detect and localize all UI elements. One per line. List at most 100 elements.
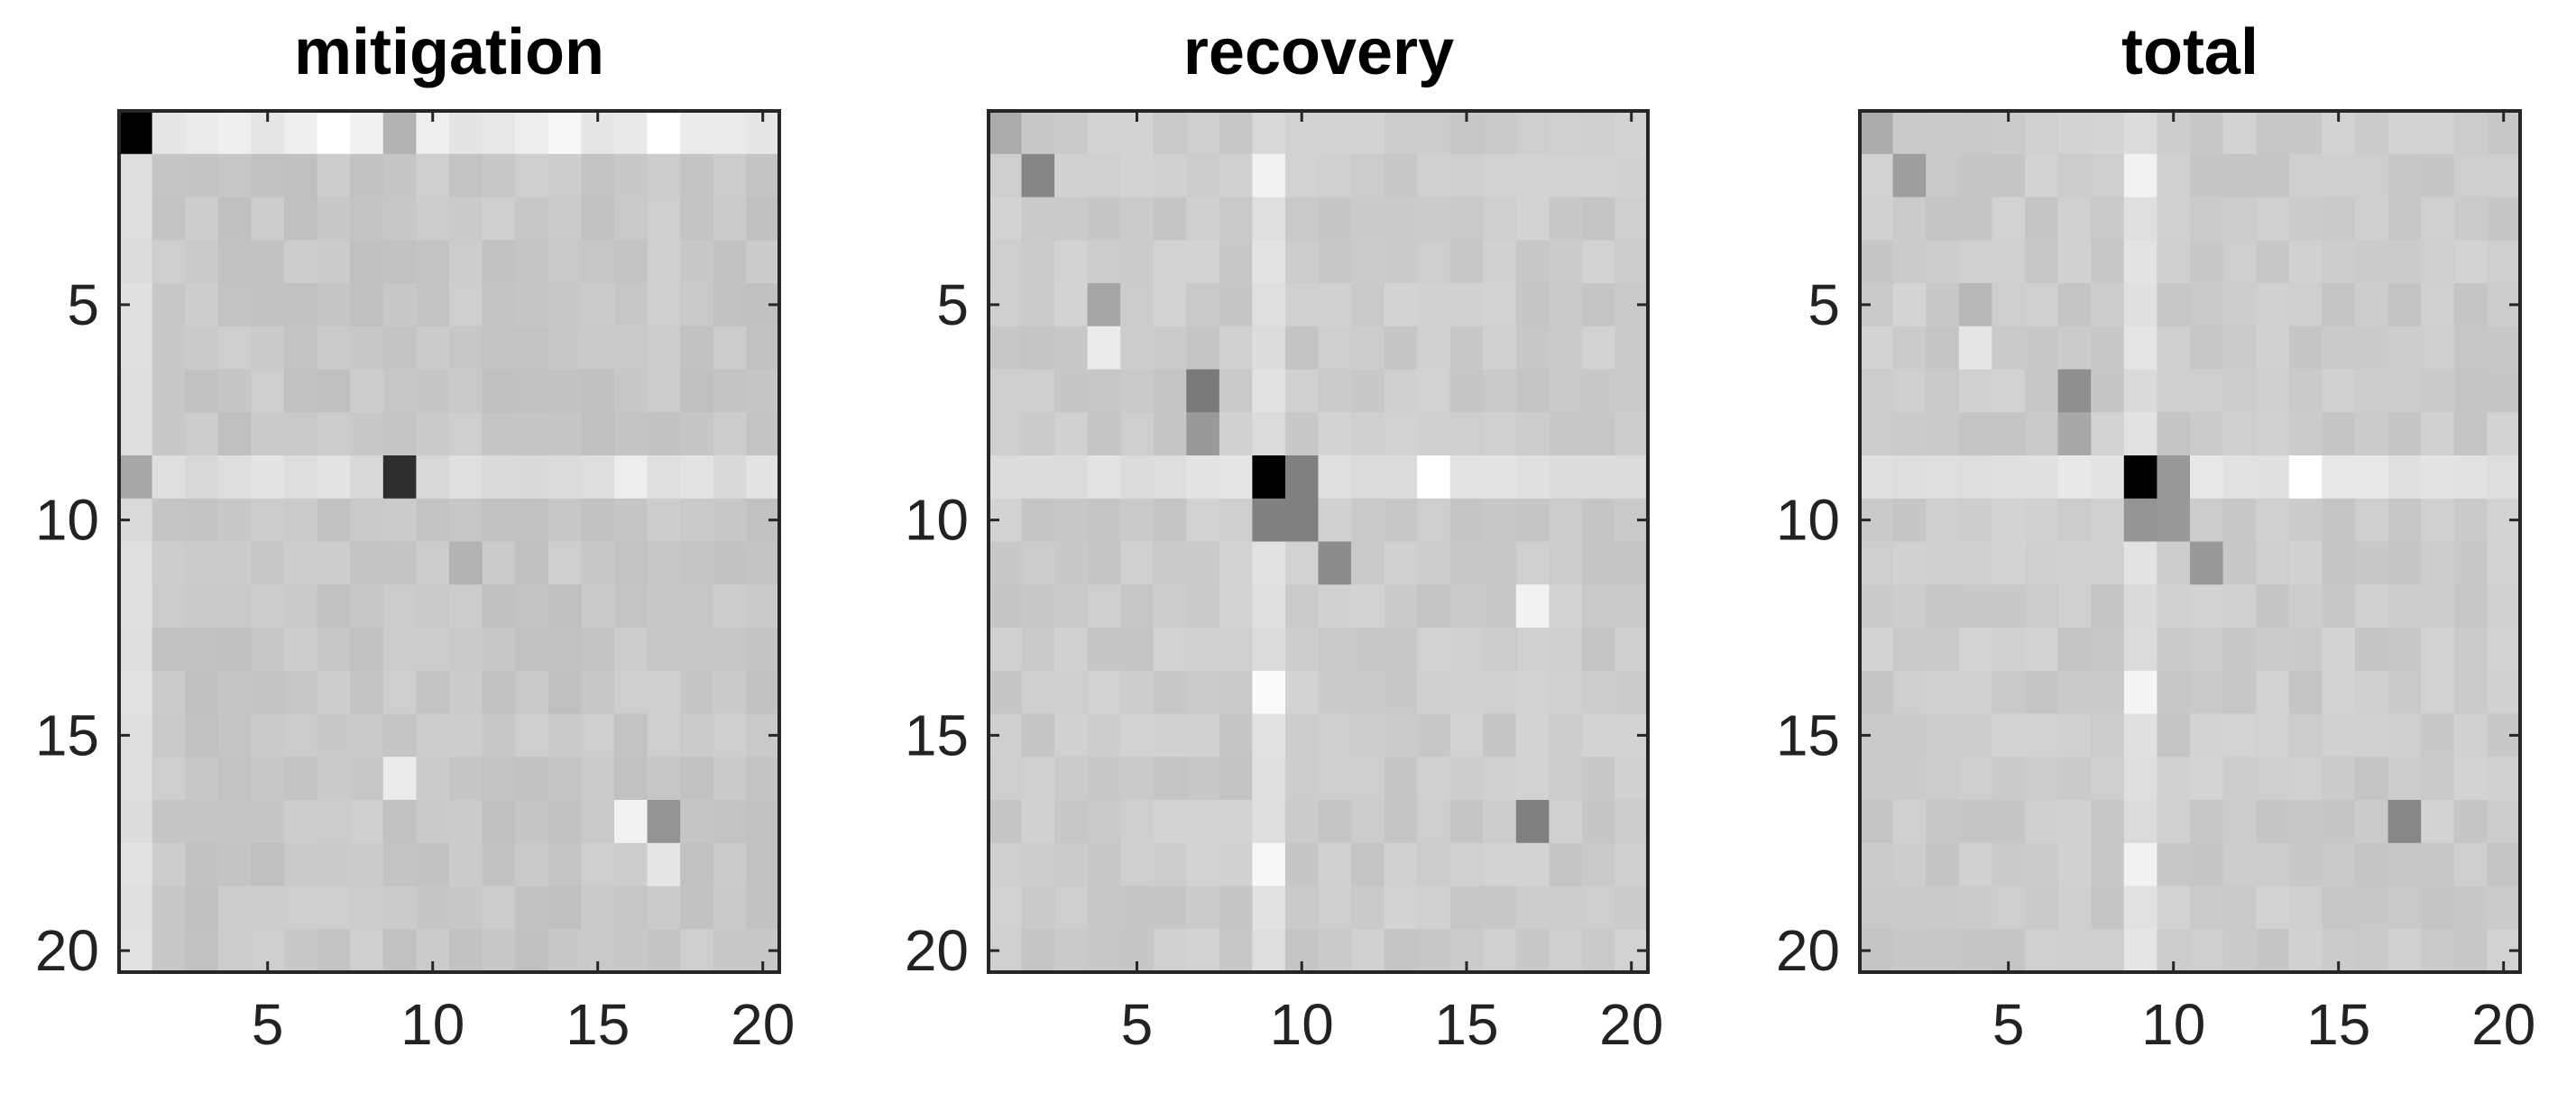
heatmap-cell — [2256, 153, 2290, 198]
heatmap-cell — [2222, 757, 2257, 801]
heatmap-cell — [1087, 670, 1121, 715]
heatmap-cell — [647, 197, 681, 241]
heatmap-cell — [2288, 584, 2323, 629]
heatmap-cell — [1926, 111, 1960, 155]
heatmap-cell — [1054, 670, 1089, 715]
heatmap-cell — [217, 412, 252, 456]
heatmap-cell — [1087, 757, 1121, 801]
heatmap-cell — [449, 628, 483, 672]
heatmap-cell — [1483, 498, 1517, 543]
heatmap-cell — [2057, 886, 2092, 930]
heatmap-cell — [1615, 541, 1649, 585]
heatmap-cell — [1284, 628, 1320, 672]
heatmap-cell — [547, 369, 582, 413]
heatmap-cell — [746, 584, 780, 629]
heatmap-cell — [1120, 197, 1155, 241]
heatmap-cell — [581, 541, 615, 585]
heatmap-cell — [2453, 455, 2488, 500]
heatmap-cell — [1483, 153, 1517, 198]
heatmap-cell — [1483, 670, 1517, 715]
heatmap-cell — [185, 197, 219, 241]
heatmap-cell — [1892, 713, 1927, 758]
heatmap-cell — [1892, 757, 1927, 801]
heatmap-cell — [2387, 283, 2422, 327]
heatmap-cell — [416, 757, 450, 801]
heatmap-cell — [251, 455, 285, 500]
heatmap-cell — [284, 842, 318, 887]
heatmap-cell — [647, 240, 681, 284]
heatmap-cell — [2421, 670, 2455, 715]
heatmap-cell — [449, 283, 483, 327]
heatmap-cell — [482, 842, 516, 887]
heatmap-cell — [1219, 283, 1253, 327]
heatmap-cell — [2256, 713, 2290, 758]
heatmap-cell — [317, 886, 351, 930]
heatmap-cell — [217, 153, 252, 198]
heatmap-cell — [2387, 886, 2422, 930]
heatmap-cell — [119, 800, 153, 844]
heatmap-cell — [2355, 886, 2389, 930]
heatmap-cell — [350, 929, 384, 973]
heatmap-cell — [1186, 713, 1220, 758]
heatmap-cell — [2288, 240, 2323, 284]
heatmap-cell — [1219, 197, 1253, 241]
heatmap-cell — [317, 929, 351, 973]
heatmap-cell — [2025, 412, 2059, 456]
heatmap-cell — [119, 670, 153, 715]
heatmap-cell — [2355, 455, 2389, 500]
heatmap-cell — [1483, 455, 1517, 500]
heatmap-cell — [1021, 412, 1055, 456]
x-tick-label: 5 — [1992, 992, 2025, 1057]
heatmap-cell — [713, 197, 747, 241]
heatmap-cell — [2157, 326, 2191, 371]
heatmap-cell — [581, 197, 615, 241]
heatmap-cell — [2487, 153, 2521, 198]
heatmap-cell — [1054, 197, 1089, 241]
heatmap-cell — [2025, 240, 2059, 284]
heatmap-cell — [1087, 197, 1121, 241]
heatmap-cell — [1252, 197, 1286, 241]
heatmap-cell — [449, 842, 483, 887]
heatmap-cell — [1021, 326, 1055, 371]
heatmap-cell — [2453, 498, 2488, 543]
heatmap-cell — [1120, 886, 1155, 930]
heatmap-cell — [1318, 929, 1352, 973]
heatmap-cell — [1958, 111, 1992, 155]
y-tick-label: 15 — [1776, 703, 1840, 767]
heatmap-cell — [1186, 800, 1220, 844]
heatmap-cell — [1992, 628, 2026, 672]
heatmap-cell — [152, 929, 186, 973]
heatmap-cell — [1120, 757, 1155, 801]
heatmap-cell — [1318, 197, 1352, 241]
heatmap-cell — [2288, 800, 2323, 844]
heatmap-cell — [2322, 757, 2356, 801]
heatmap-cell — [1892, 842, 1927, 887]
heatmap-cell — [2057, 713, 2092, 758]
heatmap-cell — [1153, 541, 1187, 585]
heatmap-cell — [2025, 111, 2059, 155]
heatmap-cell — [1958, 153, 1992, 198]
heatmap-cell — [1219, 412, 1253, 456]
heatmap-cell — [2288, 412, 2323, 456]
heatmap-cell — [515, 842, 549, 887]
heatmap-cell — [1021, 283, 1055, 327]
heatmap-cell — [1153, 412, 1187, 456]
heatmap-cell — [251, 412, 285, 456]
heatmap-cell — [680, 326, 714, 371]
heatmap-cell — [119, 842, 153, 887]
x-tick-label: 20 — [1599, 992, 1663, 1057]
heatmap-cell — [482, 628, 516, 672]
heatmap-cell — [284, 541, 318, 585]
heatmap-cell — [482, 929, 516, 973]
heatmap-cell — [515, 800, 549, 844]
heatmap-cell — [1153, 455, 1187, 500]
heatmap-cell — [2387, 197, 2422, 241]
heatmap-cell — [284, 584, 318, 629]
heatmap-cell — [185, 283, 219, 327]
heatmap-cell — [1252, 670, 1286, 715]
heatmap-cell — [1483, 240, 1517, 284]
heatmap-cell — [185, 584, 219, 629]
heatmap-cell — [2288, 153, 2323, 198]
heatmap-cell — [2057, 929, 2092, 973]
heatmap-cell — [1318, 757, 1352, 801]
